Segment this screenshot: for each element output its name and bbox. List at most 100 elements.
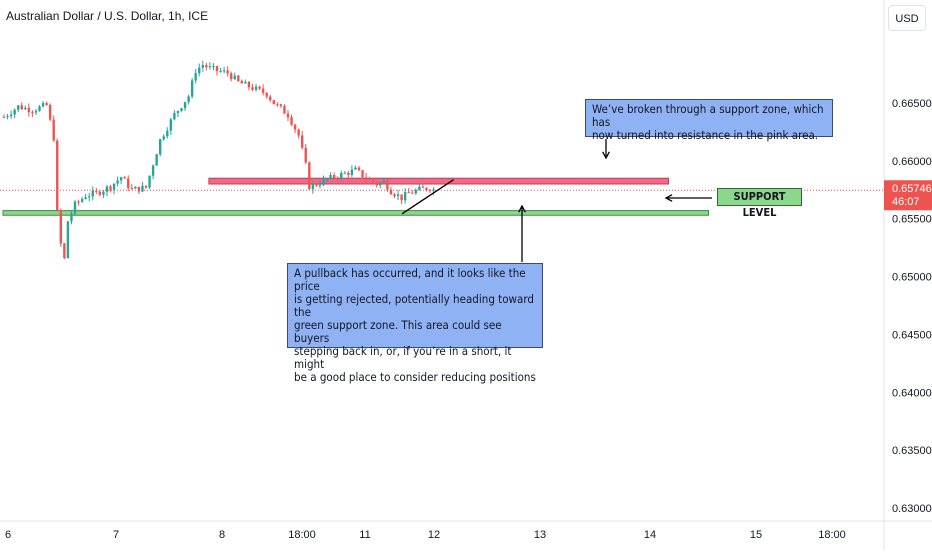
candle-body	[137, 186, 141, 192]
candle-body	[66, 221, 70, 259]
x-tick-label: 13	[534, 529, 546, 541]
candle-body	[332, 175, 336, 179]
candle-body	[276, 104, 279, 106]
support-arrow-head	[664, 194, 673, 202]
currency-button[interactable]: USD	[888, 5, 926, 31]
candle-body	[226, 70, 229, 74]
candle-body	[73, 201, 77, 214]
candle-body	[240, 80, 244, 84]
candle-body	[258, 86, 261, 89]
candle-body	[411, 192, 414, 194]
candle-body	[27, 107, 31, 113]
y-tick-label: 0.63500	[892, 445, 932, 457]
candle-body	[148, 175, 151, 188]
candle-body	[173, 113, 176, 120]
candle-body	[325, 178, 329, 180]
pullback-note: A pullback has occurred, and it looks li…	[287, 263, 543, 384]
candle-body	[187, 96, 190, 103]
price-badge-countdown: 46:07	[892, 196, 920, 208]
candle-body	[329, 175, 332, 179]
candle-body	[112, 183, 116, 190]
resistance-zone	[208, 177, 669, 185]
candle-body	[141, 185, 144, 192]
candle-body	[322, 178, 325, 185]
candle-body	[102, 191, 105, 195]
x-tick-label: 18:00	[288, 529, 316, 541]
candle-body	[56, 140, 59, 211]
symbol-title: Australian Dollar / U.S. Dollar, 1h, ICE	[6, 9, 209, 23]
candle-body	[198, 67, 201, 74]
candle-body	[116, 180, 119, 184]
candle-body	[212, 66, 215, 68]
candle-body	[194, 73, 197, 81]
candle-body	[24, 107, 27, 110]
candle-body	[357, 167, 361, 171]
candle-body	[301, 135, 304, 148]
candle-body	[109, 186, 112, 190]
x-tick-label: 14	[644, 529, 656, 541]
x-tick-label: 8	[219, 529, 225, 541]
candle-body	[308, 162, 311, 190]
candle-body	[297, 129, 300, 136]
candle-body	[63, 243, 66, 259]
price-badge	[884, 180, 932, 211]
candle-body	[80, 198, 84, 202]
candle-body	[386, 180, 389, 190]
candle-body	[407, 192, 410, 194]
candle-body	[290, 117, 293, 125]
candle-body	[2, 116, 6, 118]
candle-body	[230, 73, 233, 80]
candle-body	[134, 186, 137, 189]
candle-body	[95, 190, 98, 192]
candle-body	[162, 136, 165, 140]
candle-body	[59, 210, 62, 244]
candle-body	[88, 196, 91, 198]
candle-body	[98, 191, 102, 195]
x-tick-label: 12	[428, 529, 440, 541]
candle-body	[119, 177, 123, 181]
candle-body	[169, 119, 173, 131]
candle-body	[155, 154, 158, 166]
candle-body	[17, 105, 20, 110]
candle-body	[421, 186, 425, 188]
x-tick-label: 18:00	[818, 529, 846, 541]
candle-body	[176, 110, 180, 114]
y-tick-label: 0.64000	[892, 387, 932, 399]
candle-body	[347, 172, 350, 175]
candle-body	[144, 185, 148, 188]
candle-body	[364, 177, 368, 180]
candle-body	[315, 183, 318, 186]
y-tick-label: 0.66500	[892, 98, 932, 110]
candle-body	[311, 183, 315, 190]
candle-body	[34, 110, 38, 113]
pullback-arrow-head	[518, 204, 526, 213]
x-tick-label: 6	[5, 529, 11, 541]
trendline	[401, 179, 454, 215]
candle-body	[336, 178, 339, 180]
candle-body	[105, 186, 109, 192]
candle-body	[130, 187, 133, 189]
support-level-label: SUPPORT LEVEL	[717, 188, 802, 219]
candle-body	[201, 65, 204, 68]
y-tick-label: 0.65000	[892, 272, 932, 284]
candle-body	[222, 70, 226, 72]
candle-body	[190, 80, 194, 97]
candle-body	[41, 103, 45, 107]
candle-body	[77, 201, 80, 203]
candle-body	[389, 189, 393, 195]
candle-body	[6, 116, 9, 118]
candle-body	[428, 190, 432, 192]
candle-body	[368, 179, 371, 181]
candle-body	[31, 112, 34, 114]
candle-body	[244, 81, 247, 84]
candle-body	[318, 184, 322, 186]
x-tick-label: 11	[359, 529, 370, 541]
candle-body	[293, 124, 297, 130]
candle-body	[45, 103, 48, 105]
candle-body	[396, 194, 400, 197]
candle-body	[159, 139, 162, 155]
candle-body	[254, 86, 258, 90]
candle-body	[13, 109, 16, 115]
